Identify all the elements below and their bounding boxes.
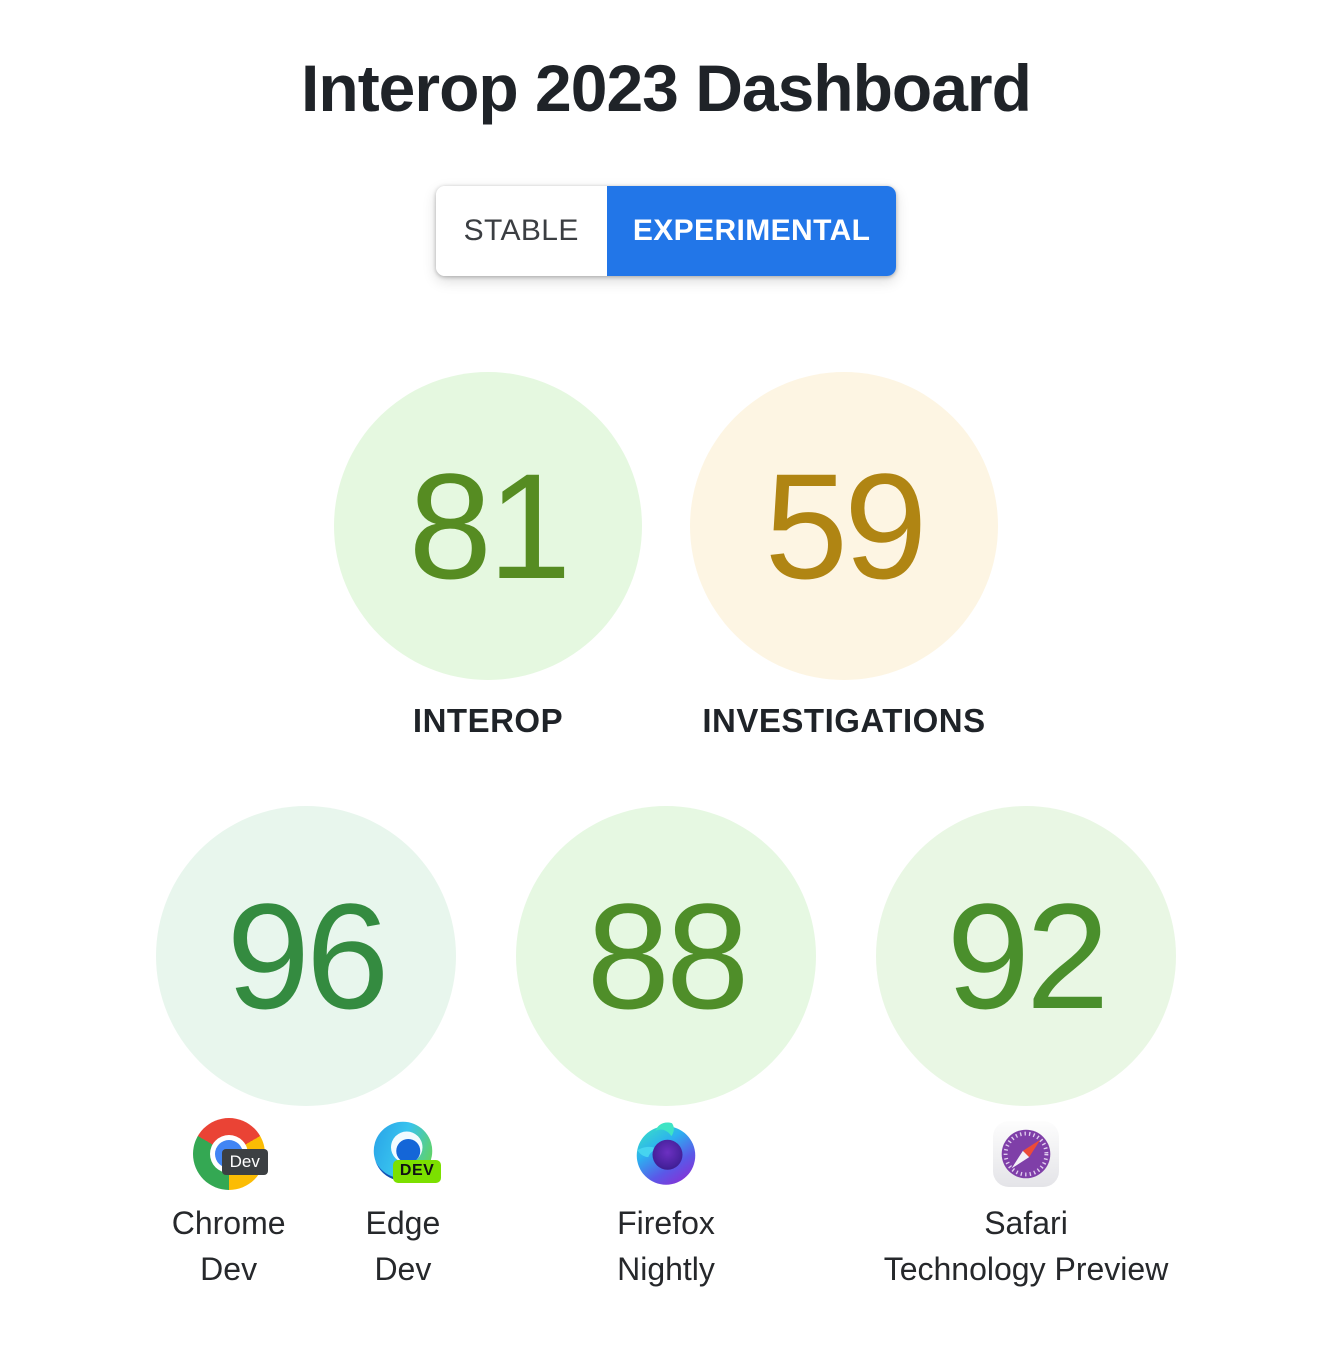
- browser-name-line: Nightly: [617, 1251, 715, 1287]
- chromium-score-bubble: 96: [156, 806, 456, 1106]
- firefox-score-block: 88: [516, 806, 816, 1292]
- edge-dev-entry: DEV Edge Dev: [366, 1118, 442, 1292]
- chrome-dev-icon: Dev: [192, 1118, 268, 1190]
- edge-dev-name: Edge Dev: [366, 1200, 441, 1292]
- investigations-score-value: 59: [764, 442, 928, 610]
- chrome-dev-badge: Dev: [221, 1149, 268, 1175]
- safari-score-bubble: 92: [876, 806, 1176, 1106]
- browser-name-line: Dev: [200, 1251, 258, 1287]
- browser-name-line: Chrome: [171, 1205, 286, 1241]
- firefox-nightly-name: Firefox Nightly: [617, 1200, 715, 1292]
- investigations-score-label: INVESTIGATIONS: [702, 702, 986, 739]
- channel-toggle: STABLE EXPERIMENTAL: [0, 186, 1332, 276]
- firefox-score-bubble: 88: [516, 806, 816, 1106]
- safari-technology-preview-name: Safari Technology Preview: [884, 1200, 1169, 1292]
- interop-score-label: INTEROP: [412, 702, 564, 739]
- safari-technology-preview-icon: [990, 1118, 1062, 1190]
- browser-name-line: Dev: [374, 1251, 432, 1287]
- chromium-browser-entries: Dev Chrome Dev: [172, 1118, 442, 1292]
- firefox-nightly-entry: Firefox Nightly: [617, 1118, 715, 1292]
- browser-name-line: Edge: [365, 1205, 441, 1241]
- firefox-score-value: 88: [586, 872, 750, 1040]
- interop-score-block: 81 INTEROP: [334, 372, 642, 740]
- channel-toggle-group: STABLE EXPERIMENTAL: [435, 186, 897, 276]
- browser-name-line: Firefox: [617, 1205, 715, 1241]
- browser-scores-section: 96 Dev Chrome Dev: [0, 806, 1332, 1292]
- investigations-score-bubble: 59: [690, 372, 998, 680]
- edge-dev-badge: DEV: [392, 1160, 442, 1183]
- firefox-nightly-icon: [630, 1118, 702, 1190]
- chromium-score-value: 96: [226, 872, 390, 1040]
- experimental-tab-button[interactable]: EXPERIMENTAL: [606, 186, 897, 276]
- chrome-dev-entry: Dev Chrome Dev: [172, 1118, 286, 1292]
- chromium-score-block: 96 Dev Chrome Dev: [156, 806, 456, 1292]
- investigations-score-block: 59 INVESTIGATIONS: [690, 372, 998, 740]
- safari-browser-entries: Safari Technology Preview: [884, 1118, 1169, 1292]
- stable-tab-button[interactable]: STABLE: [435, 186, 607, 276]
- page-title: Interop 2023 Dashboard: [301, 51, 1032, 125]
- safari-technology-preview-entry: Safari Technology Preview: [884, 1118, 1169, 1292]
- interop-score-bubble: 81: [334, 372, 642, 680]
- browser-name-line: Safari: [984, 1205, 1068, 1241]
- firefox-browser-entries: Firefox Nightly: [617, 1118, 715, 1292]
- browser-name-line: Technology Preview: [883, 1251, 1169, 1287]
- safari-score-block: 92: [876, 806, 1176, 1292]
- chrome-dev-name: Chrome Dev: [172, 1200, 286, 1292]
- summary-scores-section: 81 INTEROP 59 INVESTIGATIONS: [0, 372, 1332, 740]
- safari-score-value: 92: [946, 872, 1110, 1040]
- edge-dev-icon: DEV: [367, 1118, 442, 1190]
- interop-score-value: 81: [408, 442, 572, 610]
